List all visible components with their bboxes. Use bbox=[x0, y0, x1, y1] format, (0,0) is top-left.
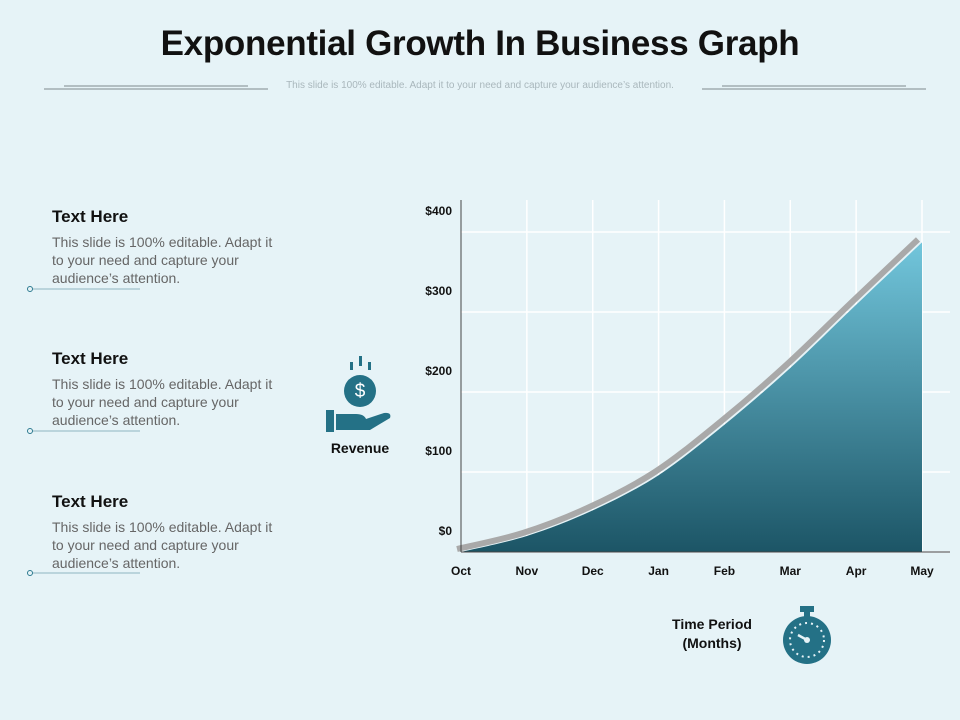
text-heading: Text Here bbox=[52, 492, 129, 511]
y-tick-label: $300 bbox=[425, 284, 452, 298]
y-tick-label: $0 bbox=[439, 524, 453, 538]
slide-title: Exponential Growth In Business Graph bbox=[160, 24, 800, 63]
text-body: This slide is 100% editable. Adapt it to… bbox=[52, 519, 273, 571]
text-body: This slide is 100% editable. Adapt it to… bbox=[52, 234, 273, 286]
text-block: Text Here This slide is 100% editable. A… bbox=[52, 349, 282, 429]
area-shadow bbox=[456, 237, 921, 552]
text-block: Text Here This slide is 100% editable. A… bbox=[52, 492, 282, 572]
x-tick-label: Apr bbox=[846, 564, 867, 578]
x-tick-label: Mar bbox=[780, 564, 802, 578]
header-rules bbox=[44, 85, 926, 90]
text-block: Text Here This slide is 100% editable. A… bbox=[52, 207, 282, 287]
x-axis-label: Time Period (Months) bbox=[672, 616, 752, 651]
text-heading: Text Here bbox=[52, 207, 129, 226]
slide-subtitle: This slide is 100% editable. Adapt it to… bbox=[286, 80, 674, 91]
x-tick-label: Dec bbox=[582, 564, 604, 578]
x-tick-label: May bbox=[910, 564, 934, 578]
svg-text:$: $ bbox=[355, 381, 366, 402]
x-tick-label: Jan bbox=[648, 564, 669, 578]
text-body: This slide is 100% editable. Adapt it to… bbox=[52, 376, 273, 428]
x-tick-label: Feb bbox=[714, 564, 735, 578]
stopwatch-icon bbox=[783, 606, 831, 664]
x-tick-label: Oct bbox=[451, 564, 471, 578]
y-tick-label: $100 bbox=[425, 444, 452, 458]
area bbox=[461, 242, 922, 552]
y-axis-label: Revenue bbox=[330, 440, 390, 456]
y-tick-label: $200 bbox=[425, 364, 452, 378]
plot: $0 $100 $200 $300 $400 Oct Nov Dec Jan Feb Mar Apr M… bbox=[425, 200, 950, 578]
text-heading: Text Here bbox=[52, 349, 129, 368]
bullet-lines bbox=[27, 286, 140, 576]
y-tick-label: $400 bbox=[425, 204, 452, 218]
revenue-icon: $ bbox=[326, 356, 391, 432]
x-tick-label: Nov bbox=[516, 564, 539, 578]
